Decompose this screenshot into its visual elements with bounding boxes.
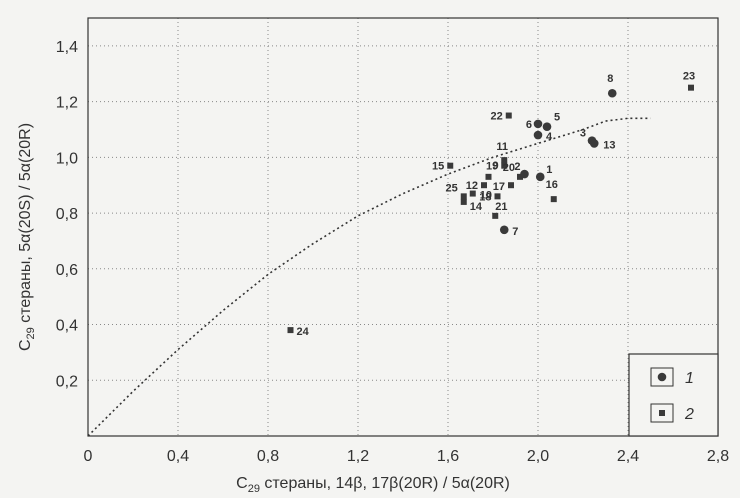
point-marker-15	[447, 162, 454, 169]
legend: 12	[628, 353, 719, 437]
legend-entry-label: 2	[684, 406, 694, 423]
x-tick-label: 1,2	[347, 448, 369, 465]
x-tick-label: 0	[84, 448, 93, 465]
point-marker-16	[550, 196, 557, 203]
point-marker-9	[485, 173, 492, 180]
point-label-22: 22	[491, 111, 503, 123]
legend-square-marker	[659, 410, 665, 416]
x-tick-labels: 0 0,4 0,8 1,2 1,6 2,0 2,4 2,8	[84, 448, 730, 465]
point-marker-7	[499, 225, 509, 235]
plot-frame	[87, 17, 719, 437]
x-tick-label: 2,8	[707, 448, 729, 465]
point-marker-18	[494, 193, 501, 200]
point-label-11: 11	[496, 141, 508, 153]
point-label-4: 4	[546, 131, 553, 143]
point-label-10: 10	[480, 190, 492, 202]
point-marker-25	[460, 193, 467, 200]
point-marker-23	[688, 84, 694, 91]
y-tick-label: 1,2	[56, 95, 78, 112]
point-marker-13	[589, 139, 599, 148]
x-tick-label: 0,8	[257, 448, 279, 465]
point-marker-1	[535, 172, 545, 182]
x-tick-label: 1,6	[437, 448, 459, 465]
point-label-12: 12	[466, 180, 478, 192]
point-marker-6	[533, 119, 543, 129]
point-label-18: 18	[479, 191, 491, 203]
point-label-23: 23	[683, 71, 695, 83]
point-marker-8	[607, 88, 617, 98]
x-tick-label: 0,4	[167, 448, 189, 465]
y-tick-label: 0,8	[56, 206, 78, 223]
trend-curve	[87, 117, 651, 437]
point-label-21: 21	[495, 201, 507, 213]
legend-box	[628, 353, 719, 437]
y-tick-label: 1,0	[56, 150, 78, 167]
point-label-20: 20	[503, 162, 515, 174]
y-tick-label: 0,2	[56, 373, 78, 390]
point-label-24: 24	[297, 326, 310, 338]
point-marker-4	[533, 130, 543, 140]
point-label-9: 9	[493, 160, 499, 172]
y-tick-label: 0,6	[56, 262, 78, 279]
point-label-2: 2	[514, 161, 520, 173]
point-label-25: 25	[446, 182, 458, 194]
point-label-1: 1	[546, 164, 552, 176]
legend-entry-label: 1	[685, 370, 694, 387]
point-label-17: 17	[493, 181, 505, 193]
point-label-5: 5	[554, 112, 560, 124]
point-marker-14	[460, 198, 467, 205]
point-marker-22	[505, 112, 512, 119]
point-marker-10	[469, 190, 476, 197]
x-tick-label: 2,0	[527, 448, 549, 465]
point-label-15: 15	[432, 161, 444, 173]
x-axis-label: C29 стераны, 14β, 17β(20R) / 5α(20R)	[236, 475, 510, 495]
point-marker-21	[492, 212, 499, 219]
point-marker-24	[287, 327, 294, 334]
y-tick-label: 0,4	[56, 318, 78, 335]
point-label-6: 6	[526, 119, 532, 131]
grid	[88, 18, 718, 436]
point-marker-12	[481, 182, 487, 189]
point-label-16: 16	[546, 179, 558, 191]
y-axis-label: C29 стераны, 5α(20S) / 5α(20R)	[17, 123, 37, 351]
point-marker-5	[542, 122, 552, 131]
y-tick-labels: 0,2 0,4 0,6 0,8 1,0 1,2 1,4	[56, 39, 78, 390]
legend-circle-marker	[657, 372, 667, 382]
point-label-19: 19	[486, 161, 498, 173]
point-marker-17	[508, 182, 514, 189]
y-tick-label: 1,4	[56, 39, 78, 56]
point-label-13: 13	[603, 139, 615, 151]
point-label-8: 8	[607, 73, 613, 85]
point-label-7: 7	[512, 226, 518, 238]
point-marker-11	[501, 157, 508, 164]
point-label-3: 3	[580, 128, 586, 140]
x-tick-label: 2,4	[617, 448, 639, 465]
point-marker-20	[517, 173, 523, 180]
point-marker-19	[501, 162, 508, 169]
point-label-14: 14	[470, 201, 483, 213]
